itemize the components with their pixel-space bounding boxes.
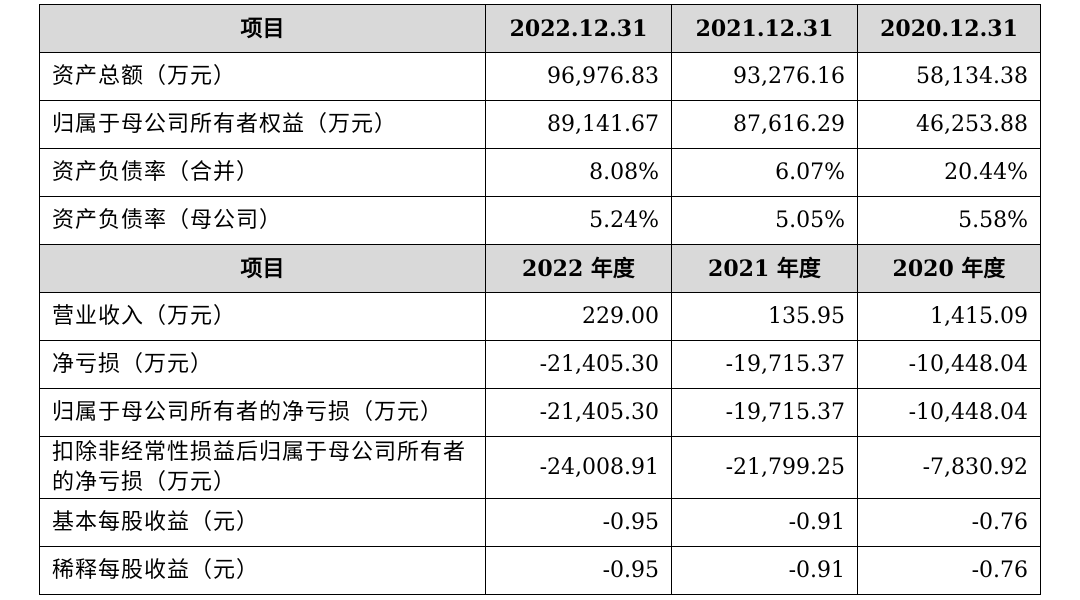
cell-value: 96,976.83 bbox=[485, 52, 672, 101]
cell-value: 5.05% bbox=[671, 196, 858, 245]
cell-value: 20.44% bbox=[857, 148, 1041, 197]
table-row: 资产负债率（合并） 8.08% 6.07% 20.44% bbox=[39, 148, 1041, 197]
cell-value: 8.08% bbox=[485, 148, 672, 197]
header-cell-2022-12-31: 2022.12.31 bbox=[485, 4, 672, 53]
header-cell-2020: 2020 年度 bbox=[857, 244, 1041, 293]
row-label: 营业收入（万元） bbox=[39, 292, 486, 341]
cell-value: -10,448.04 bbox=[857, 340, 1041, 389]
cell-value: 135.95 bbox=[671, 292, 858, 341]
header-cell-item: 项目 bbox=[39, 4, 486, 53]
financial-data-table: 项目 2022.12.31 2021.12.31 2020.12.31 资产总额… bbox=[39, 4, 1041, 595]
cell-value: 6.07% bbox=[671, 148, 858, 197]
table-row: 扣除非经常性损益后归属于母公司所有者的净亏损（万元） -24,008.91 -2… bbox=[39, 436, 1041, 499]
table-row: 归属于母公司所有者的净亏损（万元） -21,405.30 -19,715.37 … bbox=[39, 388, 1041, 437]
header-cell-2020-12-31: 2020.12.31 bbox=[857, 4, 1041, 53]
cell-value: 5.24% bbox=[485, 196, 672, 245]
row-label: 资产负债率（合并） bbox=[39, 148, 486, 197]
cell-value: 87,616.29 bbox=[671, 100, 858, 149]
table-row: 资产总额（万元） 96,976.83 93,276.16 58,134.38 bbox=[39, 52, 1041, 101]
row-label: 基本每股收益（元） bbox=[39, 498, 486, 547]
table-row: 营业收入（万元） 229.00 135.95 1,415.09 bbox=[39, 292, 1041, 341]
cell-value: -0.95 bbox=[485, 546, 672, 595]
cell-value: 229.00 bbox=[485, 292, 672, 341]
table-row: 资产负债率（母公司） 5.24% 5.05% 5.58% bbox=[39, 196, 1041, 245]
cell-value: -7,830.92 bbox=[857, 436, 1041, 499]
table-row: 净亏损（万元） -21,405.30 -19,715.37 -10,448.04 bbox=[39, 340, 1041, 389]
row-label: 资产总额（万元） bbox=[39, 52, 486, 101]
table-row: 基本每股收益（元） -0.95 -0.91 -0.76 bbox=[39, 498, 1041, 547]
row-label: 净亏损（万元） bbox=[39, 340, 486, 389]
table-row: 稀释每股收益（元） -0.95 -0.91 -0.76 bbox=[39, 546, 1041, 595]
row-label: 归属于母公司所有者的净亏损（万元） bbox=[39, 388, 486, 437]
cell-value: -0.76 bbox=[857, 498, 1041, 547]
cell-value: 89,141.67 bbox=[485, 100, 672, 149]
cell-value: -21,405.30 bbox=[485, 340, 672, 389]
cell-value: 93,276.16 bbox=[671, 52, 858, 101]
cell-value: -0.91 bbox=[671, 546, 858, 595]
cell-value: -10,448.04 bbox=[857, 388, 1041, 437]
cell-value: -19,715.37 bbox=[671, 388, 858, 437]
cell-value: -21,405.30 bbox=[485, 388, 672, 437]
cell-value: -21,799.25 bbox=[671, 436, 858, 499]
cell-value: 58,134.38 bbox=[857, 52, 1041, 101]
cell-value: -0.91 bbox=[671, 498, 858, 547]
table-row: 归属于母公司所有者权益（万元） 89,141.67 87,616.29 46,2… bbox=[39, 100, 1041, 149]
header-cell-2021-12-31: 2021.12.31 bbox=[671, 4, 858, 53]
cell-value: -19,715.37 bbox=[671, 340, 858, 389]
header-cell-2021: 2021 年度 bbox=[671, 244, 858, 293]
row-label: 归属于母公司所有者权益（万元） bbox=[39, 100, 486, 149]
cell-value: -0.95 bbox=[485, 498, 672, 547]
row-label: 资产负债率（母公司） bbox=[39, 196, 486, 245]
table-header-row-balance: 项目 2022.12.31 2021.12.31 2020.12.31 bbox=[39, 4, 1041, 53]
row-label: 扣除非经常性损益后归属于母公司所有者的净亏损（万元） bbox=[39, 436, 486, 499]
cell-value: 1,415.09 bbox=[857, 292, 1041, 341]
cell-value: -24,008.91 bbox=[485, 436, 672, 499]
header-cell-item: 项目 bbox=[39, 244, 486, 293]
row-label: 稀释每股收益（元） bbox=[39, 546, 486, 595]
header-cell-2022: 2022 年度 bbox=[485, 244, 672, 293]
cell-value: 46,253.88 bbox=[857, 100, 1041, 149]
cell-value: -0.76 bbox=[857, 546, 1041, 595]
cell-value: 5.58% bbox=[857, 196, 1041, 245]
table-header-row-income: 项目 2022 年度 2021 年度 2020 年度 bbox=[39, 244, 1041, 293]
